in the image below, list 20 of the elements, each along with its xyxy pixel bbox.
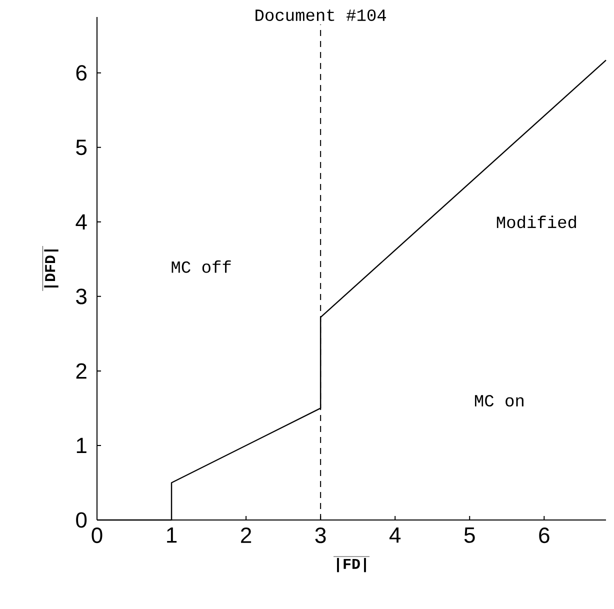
x-tick-label: 2: [241, 528, 252, 543]
x-axis-title: |FD|: [337, 558, 366, 572]
x-tick-label: 0: [92, 528, 102, 544]
x-tick-label: 4: [389, 528, 401, 543]
x-tick-label: 1: [167, 528, 177, 543]
annotation: Modified: [496, 216, 576, 228]
annotation: MC on: [474, 394, 524, 407]
x-tick-label: 3: [315, 528, 326, 544]
x-tick-label: 5: [464, 528, 475, 543]
y-tick-label: 3: [76, 288, 87, 304]
y-tick-label: 1: [76, 438, 86, 454]
y-axis-title: |DFD|: [44, 250, 58, 288]
y-tick-label: 0: [76, 512, 87, 528]
annotation: MC off: [172, 260, 231, 273]
x-tick-label: 6: [539, 528, 550, 544]
y-tick-label: 4: [76, 214, 87, 230]
y-tick-label: 5: [76, 140, 87, 156]
y-tick-label: 6: [76, 65, 87, 81]
ref-line-label: Document #104: [256, 9, 386, 22]
y-tick-label: 2: [76, 363, 86, 379]
